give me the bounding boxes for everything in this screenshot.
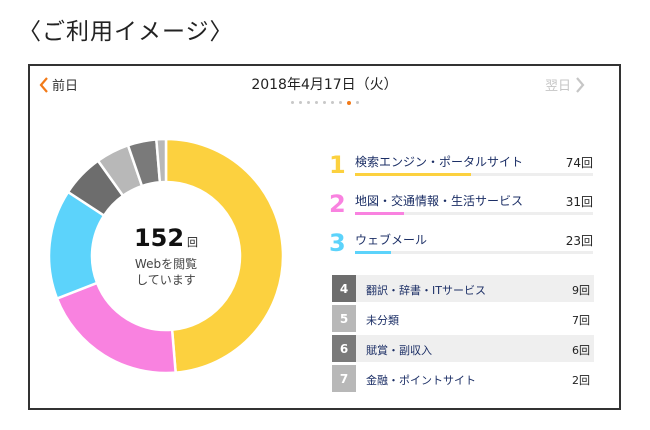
category-label: 翻訳・辞書・ITサービス [366, 284, 486, 297]
date-title: 2018年4月17日（火） [251, 77, 398, 93]
rank-number: 2 [329, 190, 346, 218]
page-dot-active[interactable] [346, 100, 351, 105]
category-label: 賦賞・副収入 [366, 344, 432, 357]
rank-badge: 6 [332, 335, 356, 362]
ranking-item-2[interactable]: 2 地図・交通情報・生活サービス 31回 [329, 185, 593, 224]
total-count: 152 [133, 223, 185, 252]
total-caption: Webを閲覧 しています [135, 256, 197, 288]
ranking-item-4[interactable]: 4 翻訳・辞書・ITサービス 9回 [332, 275, 594, 302]
visit-count: 2回 [572, 374, 590, 387]
donut-slice-7 [154, 137, 168, 184]
share-bar-fill [355, 212, 404, 215]
ranking-item-7[interactable]: 7 金融・ポイントサイト 2回 [332, 365, 594, 392]
page-title: 〈ご利用イメージ〉 [18, 19, 234, 45]
total-unit: 回 [187, 235, 199, 249]
category-label: 金融・ポイントサイト [366, 374, 476, 387]
caption-line-2: しています [136, 273, 196, 287]
chevron-right-icon [575, 76, 585, 93]
page-dot[interactable] [330, 101, 334, 104]
donut-chart: 152 回 Webを閲覧 しています [46, 136, 286, 376]
donut-slice-1 [164, 137, 285, 374]
page-dot[interactable] [314, 101, 318, 104]
share-bar [355, 212, 593, 215]
prev-day-button[interactable]: 前日 [39, 75, 78, 94]
next-day-label: 翌日 [544, 79, 571, 94]
category-label: 未分類 [366, 314, 399, 327]
ranking-item-3[interactable]: 3 ウェブメール 23回 [329, 224, 593, 263]
rank-badge: 4 [332, 275, 356, 302]
chevron-left-icon [39, 76, 49, 93]
visit-count: 9回 [572, 284, 590, 297]
other-ranking-list: 4 翻訳・辞書・ITサービス 9回 5 未分類 7回 6 賦賞・副収入 6回 7… [332, 275, 594, 395]
page-dot[interactable] [298, 101, 302, 104]
page-indicator[interactable] [30, 100, 619, 105]
share-bar-fill [355, 173, 471, 176]
next-day-button[interactable]: 翌日 [545, 75, 585, 94]
donut-center: 152 回 Webを閲覧 しています [46, 136, 286, 376]
prev-day-label: 前日 [52, 79, 79, 94]
ranking-item-1[interactable]: 1 検索エンジン・ポータルサイト 74回 [329, 146, 593, 185]
share-bar [355, 173, 593, 176]
rank-badge: 5 [332, 305, 356, 332]
page-dot[interactable] [322, 101, 326, 104]
donut-svg [47, 137, 285, 375]
visit-count: 74回 [565, 156, 593, 170]
ranking-item-6[interactable]: 6 賦賞・副収入 6回 [332, 335, 594, 362]
caption-line-1: Webを閲覧 [134, 256, 198, 271]
top-ranking-list: 1 検索エンジン・ポータルサイト 74回 2 地図・交通情報・生活サービス 31… [329, 146, 593, 263]
visit-count: 23回 [565, 234, 593, 248]
rank-number: 1 [329, 151, 346, 179]
page-dot[interactable] [355, 101, 359, 104]
visit-count: 7回 [572, 314, 590, 327]
category-label: 検索エンジン・ポータルサイト [355, 155, 524, 169]
page-dot[interactable] [306, 101, 310, 104]
ranking-item-5[interactable]: 5 未分類 7回 [332, 305, 594, 332]
rank-number: 3 [329, 229, 346, 257]
visit-count: 6回 [572, 344, 590, 357]
app-screen: 前日 2018年4月17日（火） 翌日 152 回 Webを閲覧 しています 1… [28, 64, 621, 410]
category-label: ウェブメール [355, 233, 428, 247]
share-bar-fill [355, 251, 391, 254]
page-dot[interactable] [290, 101, 294, 104]
page-dot[interactable] [338, 101, 342, 104]
share-bar [355, 251, 593, 254]
visit-count: 31回 [565, 195, 593, 209]
rank-badge: 7 [332, 365, 356, 392]
category-label: 地図・交通情報・生活サービス [355, 194, 524, 208]
